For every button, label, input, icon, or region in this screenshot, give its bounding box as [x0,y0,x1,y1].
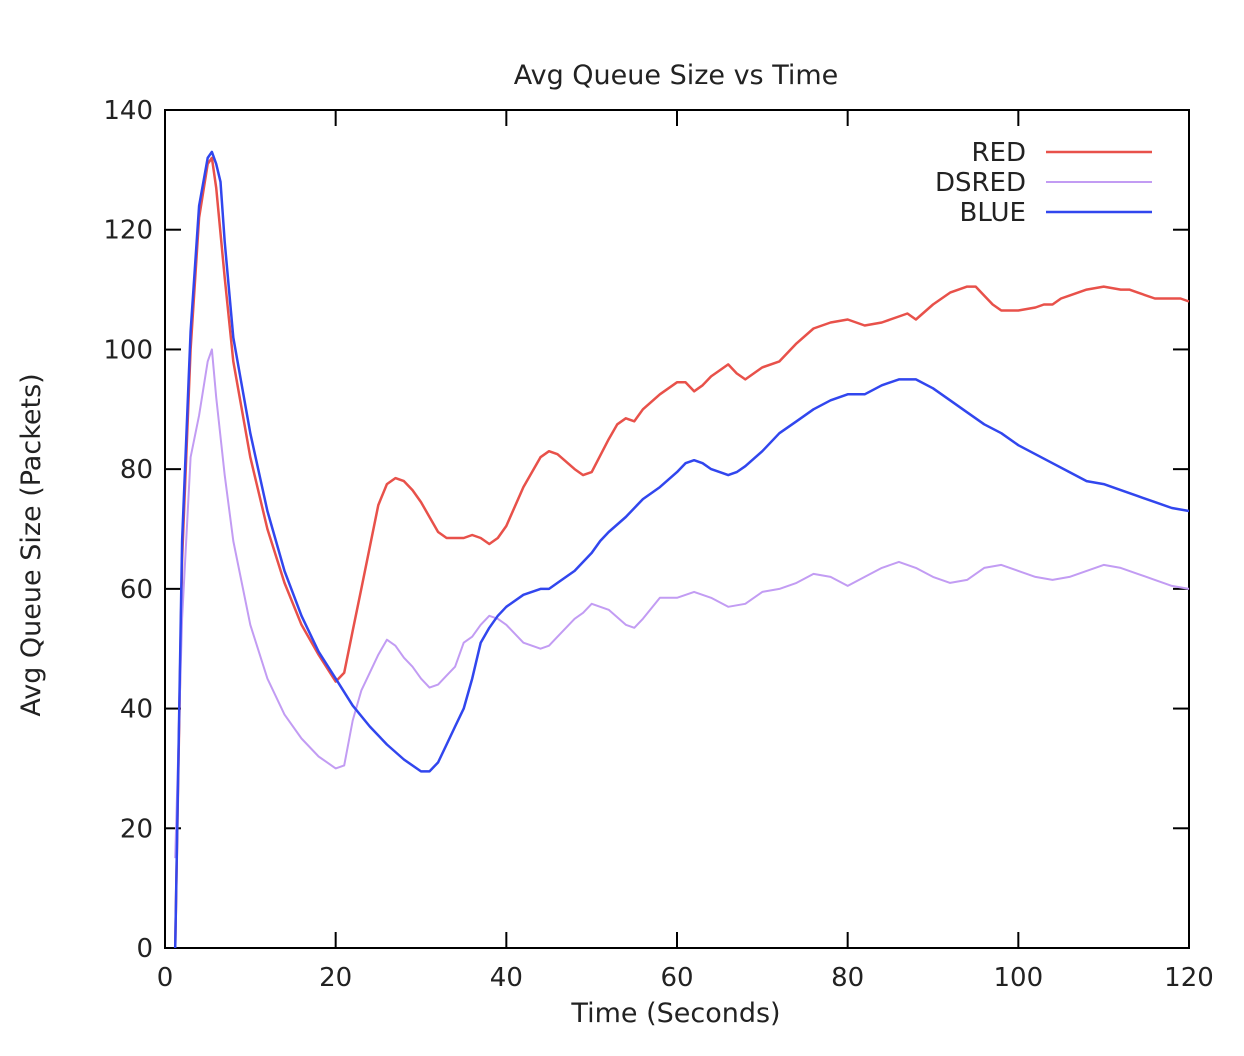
x-tick-label: 60 [660,963,693,993]
legend-label-dsred: DSRED [935,168,1026,198]
y-tick-label: 20 [120,814,153,844]
series-line-blue [173,150,1190,949]
y-tick-label: 60 [120,575,153,605]
y-tick-label: 140 [103,96,153,126]
series-line-red [173,156,1190,949]
x-tick-label: 20 [319,963,352,993]
series-line-dsred [174,348,1190,859]
x-axis: 0 20 40 60 80 100 120 [157,110,1214,993]
y-tick-label: 80 [120,455,153,485]
series-lines [173,150,1190,949]
plot-area [164,109,1190,949]
x-tick-label: 0 [157,963,174,993]
plot-border [164,109,1190,949]
y-tick-label: 100 [103,335,153,365]
legend-label-red: RED [971,138,1026,168]
chart-title: Avg Queue Size vs Time [514,60,839,91]
y-axis: 0 20 40 60 80 100 120 140 [103,96,1189,964]
y-axis-title: Avg Queue Size (Packets) [16,373,47,716]
x-tick-label: 80 [831,963,864,993]
y-tick-label: 120 [103,216,153,246]
y-tick-label: 40 [120,695,153,725]
x-tick-label: 100 [994,963,1044,993]
x-axis-title: Time (Seconds) [570,998,780,1029]
x-tick-label: 40 [490,963,523,993]
legend-label-blue: BLUE [960,198,1027,228]
y-tick-label: 0 [136,934,153,964]
x-tick-label: 120 [1164,963,1214,993]
